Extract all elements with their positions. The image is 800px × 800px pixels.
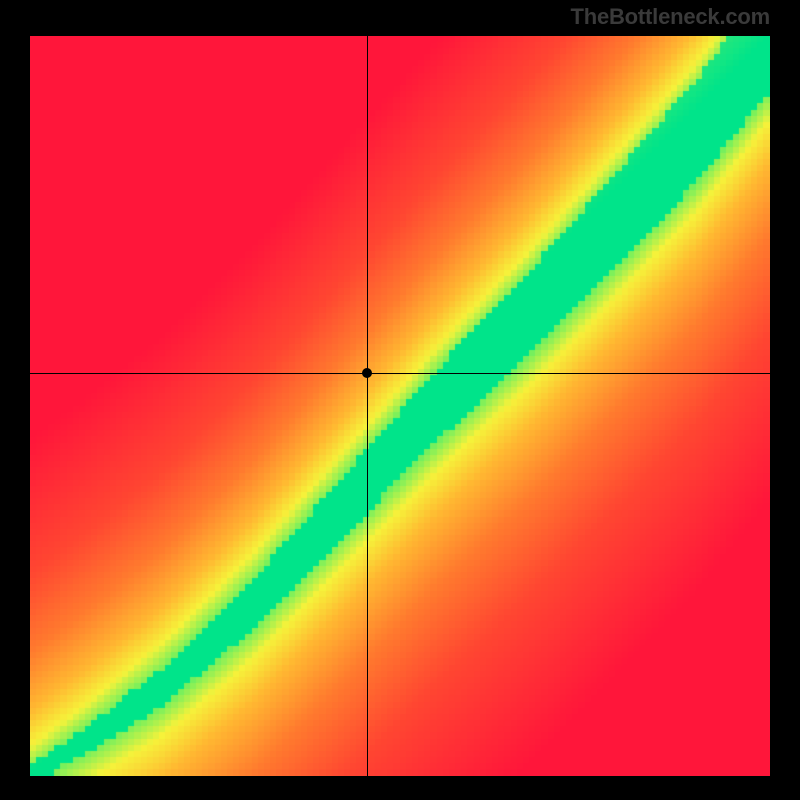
- heatmap-canvas: [30, 36, 770, 776]
- heatmap-plot: [30, 36, 770, 776]
- crosshair-marker-dot: [362, 368, 372, 378]
- crosshair-horizontal: [30, 373, 770, 374]
- watermark-text: TheBottleneck.com: [570, 4, 770, 30]
- chart-frame: TheBottleneck.com: [0, 0, 800, 800]
- crosshair-vertical: [367, 36, 368, 776]
